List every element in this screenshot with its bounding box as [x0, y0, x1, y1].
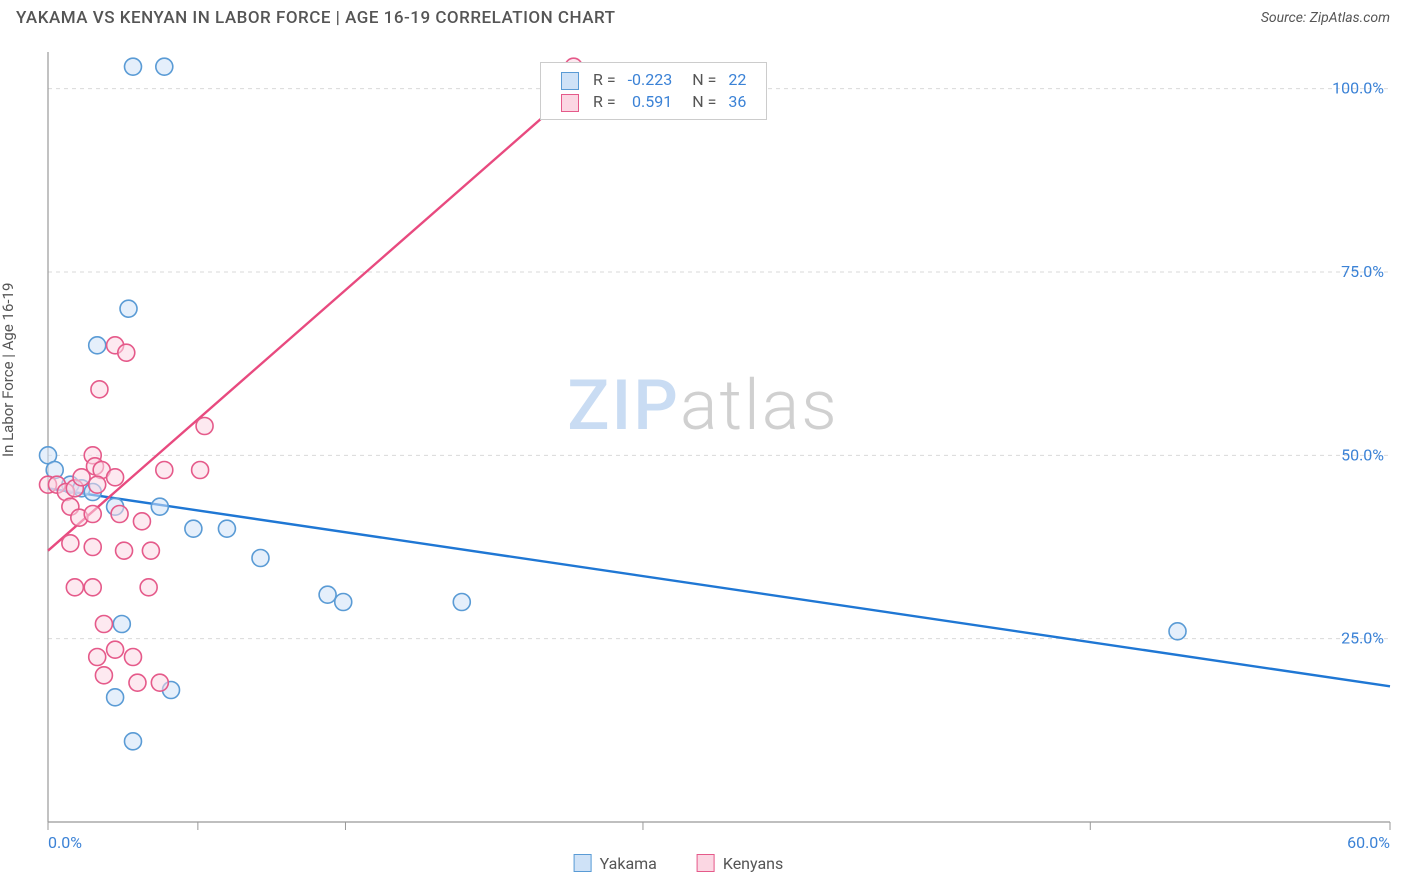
scatter-plot-svg: 25.0% 50.0% 75.0% 100.0% 0.0% 60.0%	[0, 32, 1406, 852]
kenyans-n-value: 36	[722, 91, 752, 113]
legend-item-kenyans: Kenyans	[697, 854, 783, 873]
n-label: N =	[678, 69, 722, 91]
yakama-n-value: 22	[722, 69, 752, 91]
svg-text:50.0%: 50.0%	[1341, 445, 1384, 464]
svg-text:100.0%: 100.0%	[1332, 79, 1384, 98]
y-axis-label: In Labor Force | Age 16-19	[0, 283, 17, 457]
correlation-stats-box: R = -0.223 N = 22 R = 0.591 N = 36	[540, 62, 767, 120]
stats-row-yakama: R = -0.223 N = 22	[555, 69, 752, 91]
svg-text:75.0%: 75.0%	[1341, 262, 1384, 281]
chart-header: YAKAMA VS KENYAN IN LABOR FORCE | AGE 16…	[0, 0, 1406, 32]
stats-row-kenyans: R = 0.591 N = 36	[555, 91, 752, 113]
svg-text:0.0%: 0.0%	[48, 833, 82, 852]
svg-text:60.0%: 60.0%	[1347, 833, 1390, 852]
kenyans-r-value: 0.591	[622, 91, 679, 113]
kenyans-swatch-icon	[697, 854, 715, 872]
yakama-swatch-icon	[574, 854, 592, 872]
stats-table: R = -0.223 N = 22 R = 0.591 N = 36	[555, 69, 752, 113]
yakama-swatch	[561, 72, 579, 90]
chart-title: YAKAMA VS KENYAN IN LABOR FORCE | AGE 16…	[16, 8, 615, 28]
yakama-label: Yakama	[600, 854, 657, 873]
kenyans-label: Kenyans	[723, 854, 783, 873]
chart-source: Source: ZipAtlas.com	[1261, 10, 1390, 26]
yakama-r-value: -0.223	[622, 69, 679, 91]
svg-text:25.0%: 25.0%	[1341, 629, 1384, 648]
legend-item-yakama: Yakama	[574, 854, 657, 873]
chart-area: In Labor Force | Age 16-19 ZIPatlas 25.0…	[0, 32, 1406, 882]
series-legend: Yakama Kenyans	[556, 854, 802, 877]
kenyans-swatch	[561, 94, 579, 112]
r-label: R =	[587, 69, 622, 91]
n-label: N =	[678, 91, 722, 113]
r-label: R =	[587, 91, 622, 113]
